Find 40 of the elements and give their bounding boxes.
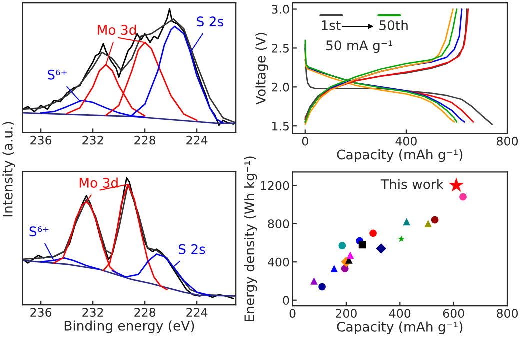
x-tick-label: 224 — [186, 136, 208, 145]
series-label: S 2s — [197, 16, 224, 27]
series-label: S 2s — [178, 244, 206, 254]
x-tick-label: 800 — [497, 136, 518, 146]
text: Mo 3d — [98, 24, 136, 36]
legend-label: 1st — [322, 20, 341, 30]
y-tick-label: 800 — [268, 220, 290, 229]
y-axis-title: Intensity (a.u.) — [2, 122, 16, 217]
x-axis-title: Binding energy (eV) — [64, 320, 194, 334]
y-tick-label: 2.0 — [272, 82, 290, 92]
series-label: Mo 3d — [80, 178, 118, 188]
annotation: 50 mA g⁻¹ — [326, 40, 392, 54]
x-tick-label: 236 — [30, 136, 52, 145]
x-axis-title: Capacity (mAh g⁻¹) — [337, 322, 463, 334]
x-tick-label: 232 — [82, 136, 104, 145]
x-tick-label: 400 — [389, 309, 411, 318]
annotation: This work — [380, 179, 444, 190]
y-tick-label: 3.0 — [272, 5, 290, 14]
x-tick-label: 0 — [302, 136, 308, 146]
x-tick-label: 224 — [186, 308, 208, 317]
y-tick-label: 1.5 — [272, 122, 289, 131]
y-tick-label: 2.5 — [272, 44, 289, 53]
x-tick-label: 0 — [290, 309, 296, 318]
x-tick-label: 236 — [30, 308, 52, 318]
series-label: S⁶⁺ — [48, 70, 67, 80]
y-tick-label: 1200 — [261, 181, 290, 190]
x-axis-title: Capacity (mAh g⁻¹) — [337, 149, 463, 162]
x-tick-label: 232 — [82, 308, 104, 318]
x-tick-label: 228 — [134, 308, 156, 318]
y-axis-title: Energy density (Wh kg⁻¹) — [244, 156, 258, 322]
x-tick-label: 600 — [443, 309, 464, 318]
y-tick-label: 0 — [283, 296, 290, 306]
legend-label: 50th — [380, 20, 408, 30]
series-label: S⁶⁺ — [30, 226, 49, 237]
y-tick-label: 400 — [268, 258, 290, 267]
x-tick-label: 200 — [336, 309, 357, 318]
x-tick-label: 800 — [497, 309, 518, 318]
x-tick-label: 228 — [134, 136, 156, 145]
x-tick-label: 400 — [396, 136, 417, 146]
y-axis-title: Voltage (V) — [256, 33, 268, 105]
